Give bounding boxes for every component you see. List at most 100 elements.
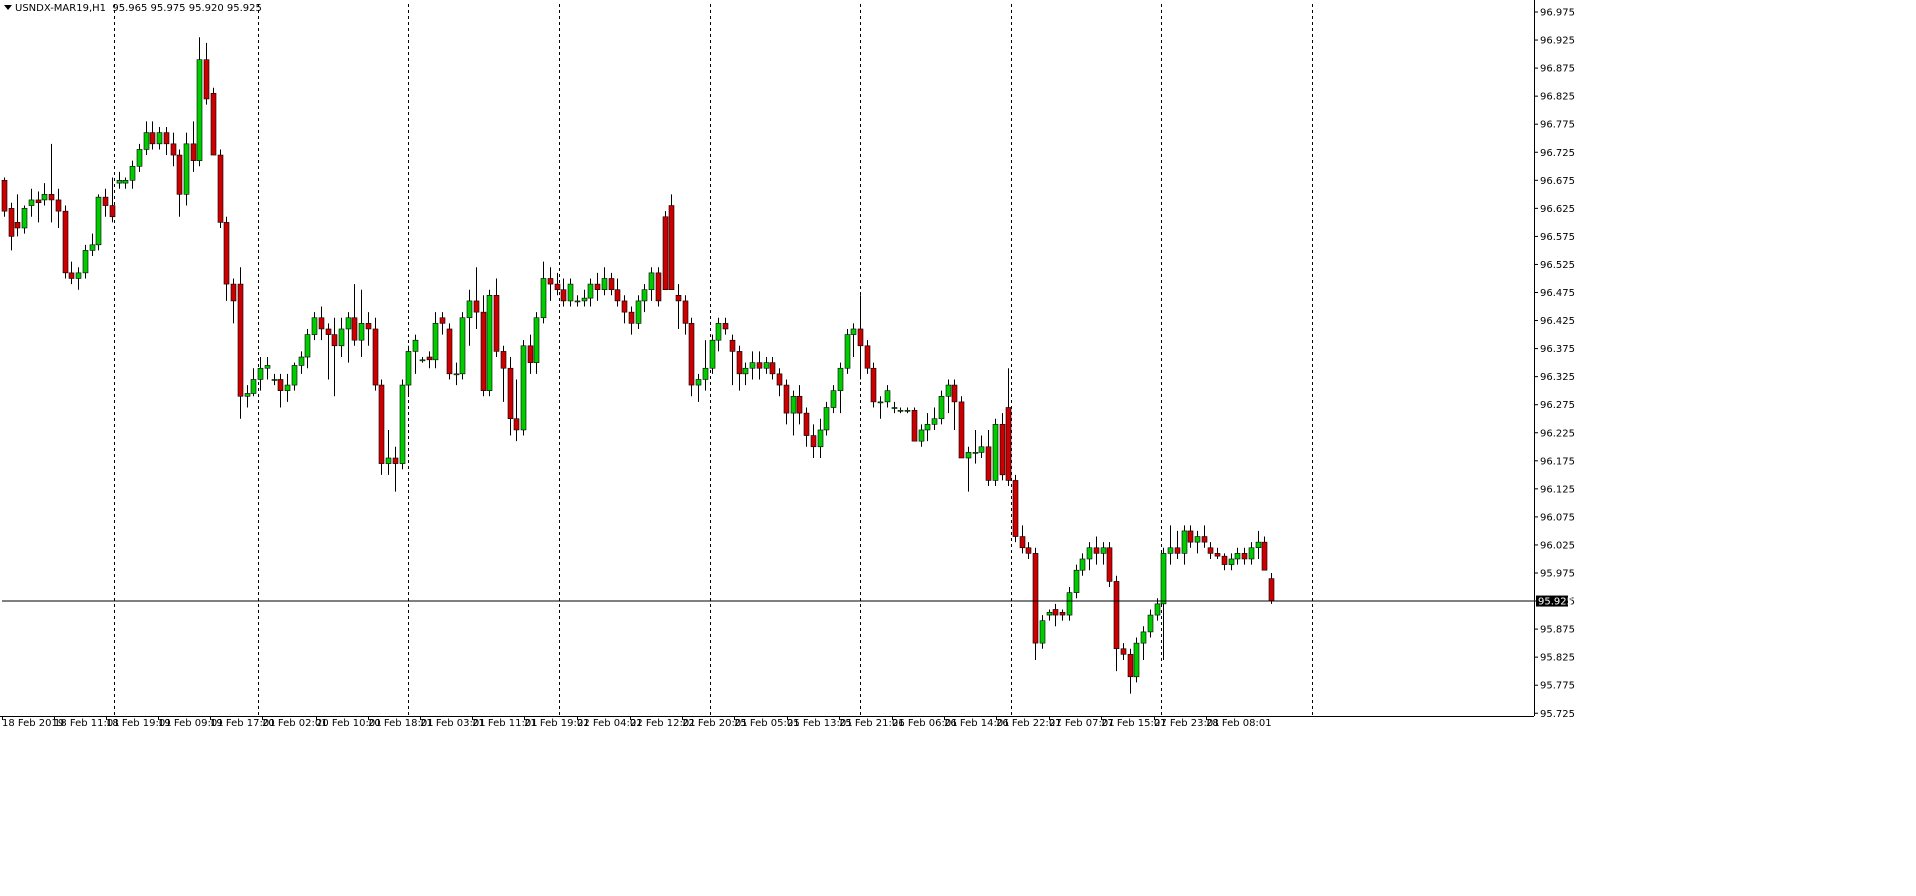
candle <box>149 121 156 150</box>
candle-body <box>803 412 810 436</box>
candle <box>769 357 776 380</box>
candle <box>453 362 460 386</box>
candle-body <box>426 356 433 361</box>
candle <box>331 317 338 397</box>
candle <box>385 429 392 475</box>
candle-body <box>972 452 979 454</box>
candle <box>412 334 419 374</box>
candle-body <box>655 272 662 302</box>
candle-body <box>405 351 412 386</box>
candle <box>351 284 358 346</box>
candle-body <box>547 278 554 285</box>
price-tick-label: 96.875 <box>1540 64 1575 75</box>
candle <box>817 418 824 458</box>
candle-body <box>951 384 958 403</box>
candle-body <box>453 373 460 376</box>
candle-body <box>311 317 318 335</box>
candle <box>601 267 608 296</box>
price-tick-label: 96.225 <box>1540 428 1575 439</box>
price-tick-label: 95.875 <box>1540 625 1575 636</box>
candle-body <box>675 295 682 302</box>
candle <box>614 278 621 307</box>
candle <box>1073 564 1080 599</box>
candle <box>999 413 1006 481</box>
candle <box>419 357 426 363</box>
candle <box>345 312 352 363</box>
candle-body <box>480 311 487 391</box>
price-tick-label: 96.375 <box>1540 344 1575 355</box>
candle <box>715 317 722 352</box>
candle-body <box>978 446 985 453</box>
candle-body <box>318 317 325 330</box>
candle-body <box>163 132 170 145</box>
candle-body <box>715 323 722 341</box>
candle <box>244 385 251 408</box>
candle-body <box>203 59 210 100</box>
candle-body <box>109 205 116 218</box>
candle <box>621 295 628 324</box>
candle <box>783 379 790 425</box>
candle <box>985 429 992 487</box>
candle <box>931 407 938 430</box>
candle <box>945 379 952 414</box>
candle-body <box>924 424 931 431</box>
candle <box>1248 542 1255 565</box>
candle-body <box>1154 603 1161 616</box>
candle <box>560 278 567 307</box>
candle <box>264 357 271 380</box>
candle-body <box>790 395 797 414</box>
candle-body <box>35 199 42 204</box>
candle-body <box>1093 547 1100 554</box>
candle <box>365 312 372 346</box>
price-axis[interactable]: 96.975 96.925 96.875 96.825 96.775 96.725 96.6… <box>1534 8 1575 720</box>
chart-header[interactable]: USNDX-MAR19,H1 95.965 95.975 95.920 95.9… <box>4 3 262 14</box>
candle-body <box>729 339 736 352</box>
candle-body <box>82 250 89 274</box>
candle-body <box>304 334 311 358</box>
price-tick-label: 96.175 <box>1540 456 1575 467</box>
price-tick-label: 96.625 <box>1540 204 1575 215</box>
candle-body <box>62 210 69 274</box>
candle-body <box>170 143 177 156</box>
candle-body <box>608 278 615 290</box>
candle-body <box>648 272 655 290</box>
candle-body <box>857 328 864 347</box>
candle-body <box>520 345 527 431</box>
candle-body <box>904 410 911 412</box>
candle <box>473 267 480 329</box>
candle <box>1093 536 1100 565</box>
candle <box>756 351 763 380</box>
dropdown-triangle-icon[interactable] <box>4 5 12 10</box>
time-tick-label: 21 Feb 03:01 <box>420 718 486 729</box>
candle <box>75 267 82 290</box>
candle <box>675 284 682 329</box>
candle <box>662 211 669 290</box>
time-tick-label: 22 Feb 04:01 <box>577 718 643 729</box>
candle-body <box>641 289 648 302</box>
candle-body <box>8 208 15 237</box>
candle <box>459 312 466 380</box>
candle-body <box>1019 536 1026 549</box>
candle <box>176 149 183 217</box>
candle <box>277 373 284 408</box>
candle <box>109 177 116 223</box>
candle-body <box>223 222 230 285</box>
candle-body <box>1201 536 1208 543</box>
current-price-tag-bg <box>1536 595 1568 607</box>
candle <box>1 177 8 217</box>
candle <box>682 295 689 335</box>
candle <box>466 289 473 346</box>
candle-body <box>89 244 96 251</box>
candle-body <box>176 154 183 195</box>
candle <box>1100 542 1107 565</box>
candle <box>837 362 844 414</box>
candle-body <box>742 367 749 375</box>
candle-body <box>1127 654 1134 678</box>
time-tick-label: 19 Feb 09:01 <box>158 718 224 729</box>
time-tick-label: 25 Feb 05:01 <box>734 718 800 729</box>
current-price-tag-label: 95.925 <box>1538 597 1573 608</box>
candle-body <box>331 334 338 347</box>
candle-body <box>14 222 21 229</box>
